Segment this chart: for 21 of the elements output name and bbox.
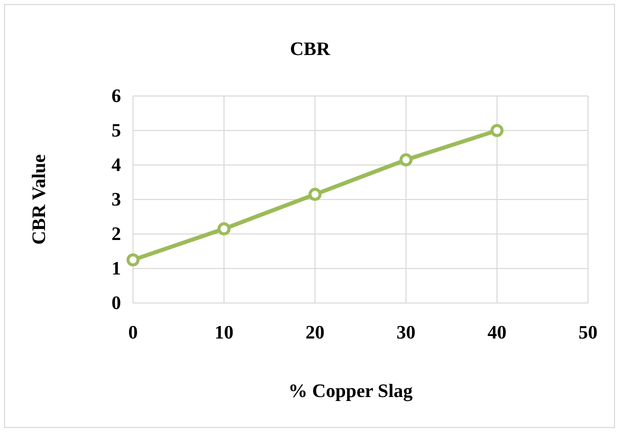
point [126, 253, 140, 266]
x-tick-label: 50 [578, 322, 598, 344]
x-tick-label: 20 [306, 322, 324, 344]
x-tick-label: 30 [396, 322, 416, 344]
chart-title: CBR [290, 39, 330, 60]
y-axis-title: CBR Value [29, 154, 50, 245]
point [217, 222, 231, 236]
x-tick-label: 0 [128, 322, 138, 344]
x-tick-label: 40 [488, 322, 506, 344]
y-tick-label: 6 [112, 86, 121, 108]
y-tick-label: 3 [112, 190, 121, 211]
point [399, 153, 413, 166]
y-tick-label: 0 [112, 293, 121, 314]
y-tick-label: 1 [112, 258, 121, 280]
y-tick-label: 2 [112, 224, 121, 246]
x-tick-label: 10 [214, 322, 234, 344]
y-tick-label: 4 [112, 155, 122, 176]
point [490, 124, 504, 138]
x-axis-title: % Copper Slag [288, 381, 414, 402]
y-tick-label: 5 [112, 120, 121, 142]
point [308, 188, 322, 201]
